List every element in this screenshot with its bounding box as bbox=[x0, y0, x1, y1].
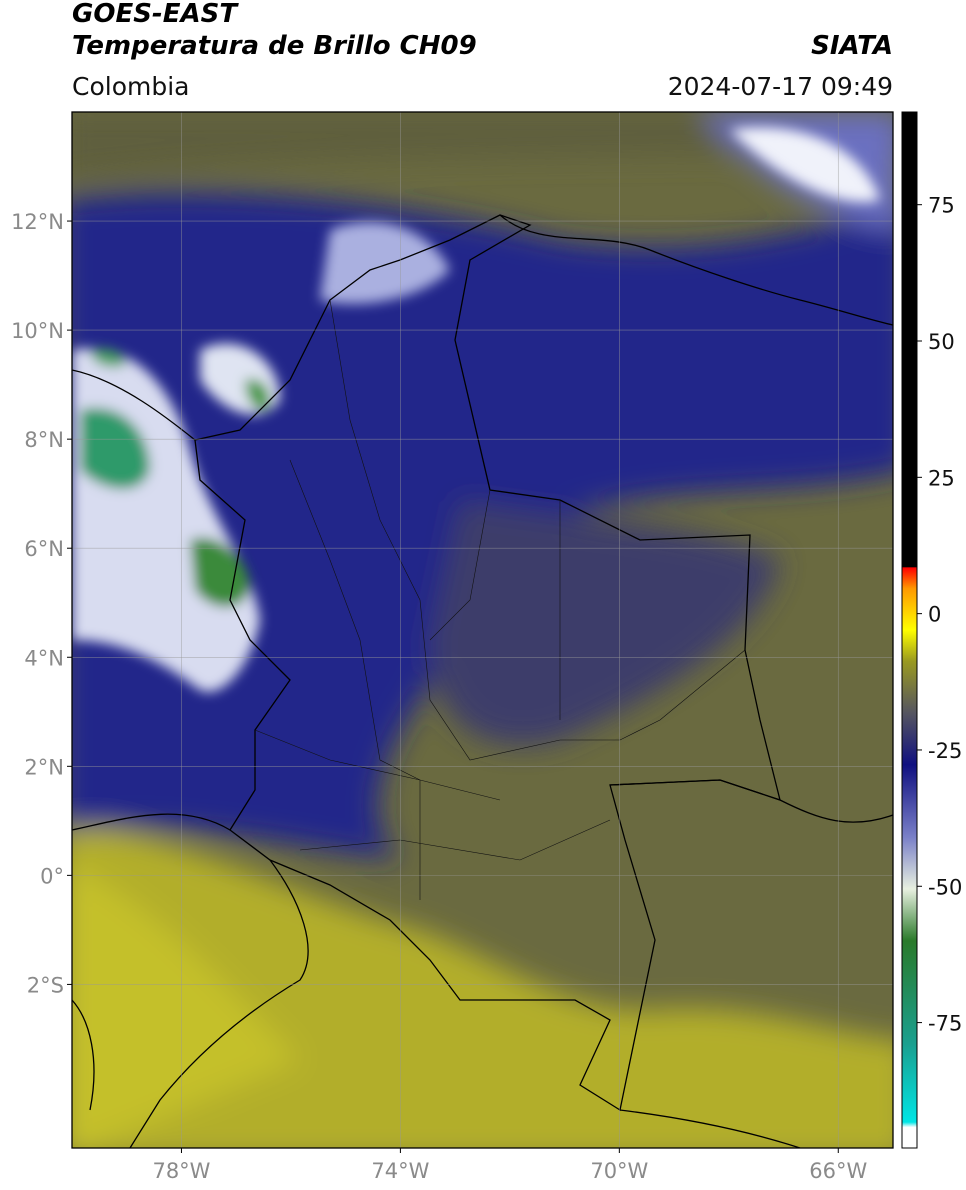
colorbar-tick-label: -75 bbox=[928, 1012, 962, 1036]
x-tick-label: 74°W bbox=[371, 1159, 429, 1183]
borders bbox=[72, 214, 893, 1148]
y-tick-label: 8°N bbox=[24, 428, 64, 452]
x-tick-label: 78°W bbox=[152, 1159, 210, 1183]
satellite-image bbox=[72, 112, 893, 1148]
colorbar-tick-label: -50 bbox=[928, 875, 962, 899]
timestamp: 2024-07-17 09:49 bbox=[668, 72, 893, 101]
departments bbox=[254, 299, 746, 900]
colorbar-tick-label: 75 bbox=[928, 194, 955, 218]
y-tick-label: 6°N bbox=[24, 537, 64, 561]
title: GOES-EAST bbox=[72, 0, 239, 29]
y-tick-label: 0° bbox=[40, 864, 64, 888]
grid bbox=[72, 112, 893, 1148]
region: Colombia bbox=[72, 72, 189, 101]
y-tick-label: 2°N bbox=[24, 755, 64, 779]
colorbar-tick-label: 0 bbox=[928, 603, 941, 627]
y-tick-label: 12°N bbox=[11, 210, 64, 234]
x-tick-label: 66°W bbox=[809, 1159, 867, 1183]
y-tick-label: 2°S bbox=[27, 973, 64, 997]
colorbar-tick-label: 25 bbox=[928, 466, 955, 490]
colorbar-tick-label: -25 bbox=[928, 739, 962, 763]
subtitle: Temperatura de Brillo CH09 bbox=[72, 31, 477, 61]
colorbar-tick-label: 50 bbox=[928, 330, 955, 354]
source: SIATA bbox=[811, 31, 893, 61]
map-frame bbox=[71, 111, 894, 1149]
colorbar bbox=[901, 111, 918, 1149]
x-tick-label: 70°W bbox=[590, 1159, 648, 1183]
y-tick-label: 10°N bbox=[11, 319, 64, 343]
y-tick-label: 4°N bbox=[24, 646, 64, 670]
